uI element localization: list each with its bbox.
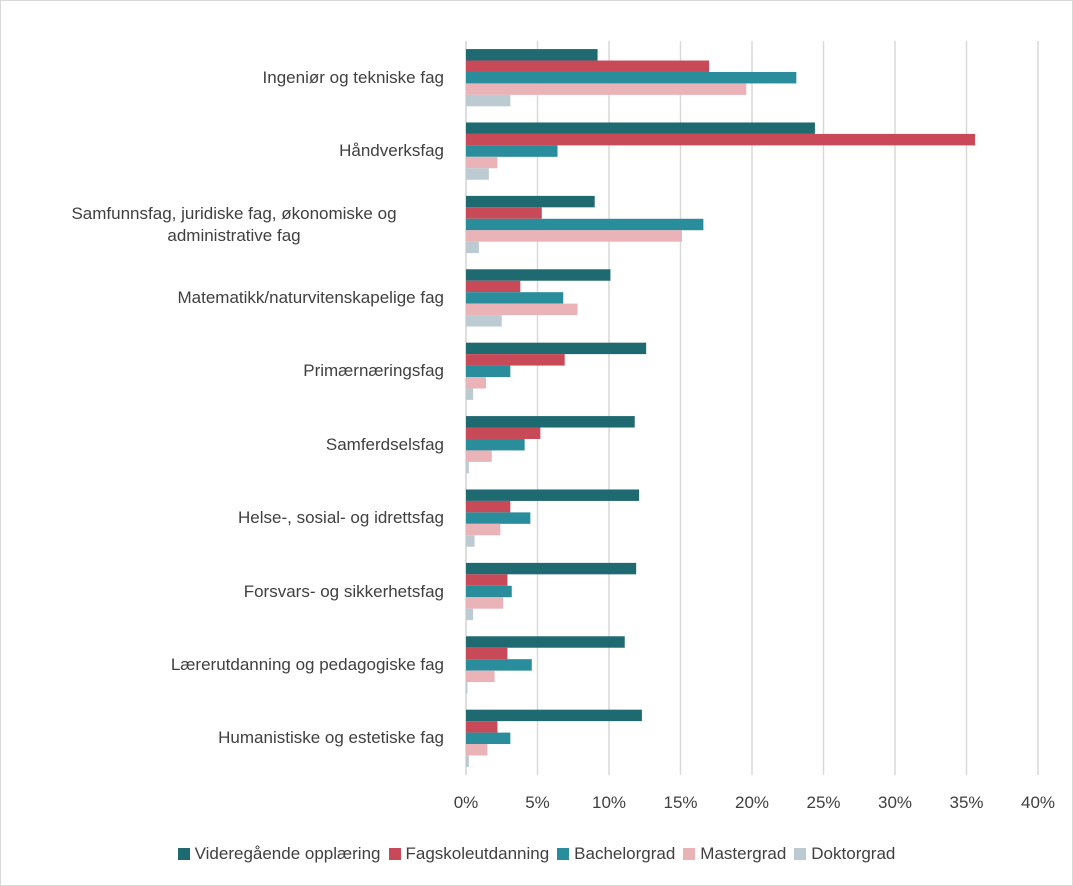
x-tick-label: 5% xyxy=(525,793,550,812)
legend-item: Doktorgrad xyxy=(794,844,895,864)
category-label-box: Ingeniør og tekniske fag xyxy=(24,67,444,89)
category-label: Matematikk/naturvitenskapelige fag xyxy=(177,287,444,307)
bar xyxy=(466,49,598,61)
bar xyxy=(466,377,487,389)
bar xyxy=(466,83,747,95)
bar xyxy=(466,450,492,462)
bar xyxy=(466,71,797,84)
category-label: Primærnæringsfag xyxy=(303,361,444,381)
bar xyxy=(466,523,501,536)
legend-label: Videregående opplæring xyxy=(194,844,381,863)
category-label: Humanistiske og estetiske fag xyxy=(218,728,444,748)
x-tick-label: 10% xyxy=(591,793,627,812)
legend-label: Fagskoleutdanning xyxy=(405,844,550,863)
x-tick-label: 35% xyxy=(949,793,984,812)
bar xyxy=(466,636,625,648)
bar xyxy=(466,280,521,293)
category-label-box: Håndverksfag xyxy=(24,140,444,162)
bar xyxy=(466,755,469,767)
bar xyxy=(466,230,682,242)
legend-item: Bachelorgrad xyxy=(557,844,675,864)
bar xyxy=(466,585,512,598)
bar xyxy=(466,156,498,169)
category-label: Forsvars- og sikkerhetsfag xyxy=(243,581,444,601)
bar xyxy=(466,489,640,501)
legend-label: Bachelorgrad xyxy=(574,844,676,863)
bar xyxy=(466,461,469,474)
category-label-box: Samferdselsfag xyxy=(24,434,444,456)
bar xyxy=(466,292,564,304)
x-tick-label: 25% xyxy=(806,793,841,812)
bar xyxy=(466,241,479,254)
bar xyxy=(466,438,525,451)
bar xyxy=(466,721,498,733)
x-tick-label: 20% xyxy=(734,793,770,812)
bar xyxy=(466,94,511,107)
category-label: Helse-, sosial- og idrettsfag xyxy=(238,508,444,528)
bar xyxy=(466,365,511,378)
bar xyxy=(466,682,468,694)
bar xyxy=(466,218,704,231)
bar xyxy=(466,562,637,575)
legend-label: Doktorgrad xyxy=(811,844,896,863)
bar xyxy=(466,500,511,513)
bar xyxy=(466,427,541,439)
bar xyxy=(466,315,502,327)
legend-swatch xyxy=(388,848,401,860)
category-label-box: Helse-, sosial- og idrettsfag xyxy=(24,507,444,529)
category-label: Håndverksfag xyxy=(339,141,444,161)
bar xyxy=(466,659,532,671)
x-tick-label: 30% xyxy=(877,793,913,812)
bar xyxy=(466,647,508,660)
bar xyxy=(466,709,642,722)
category-label: Samfunnsfag, juridiske fag, økonomiske o… xyxy=(71,203,397,245)
bar xyxy=(466,744,488,756)
legend-swatch xyxy=(557,848,570,860)
category-label: Samferdselsfag xyxy=(325,434,444,454)
bar xyxy=(466,574,508,586)
bar xyxy=(466,597,504,609)
bar xyxy=(466,670,495,683)
category-label: Ingeniør og tekniske fag xyxy=(262,67,444,87)
category-label: Lærerutdanning og pedagogiske fag xyxy=(170,654,444,674)
bar xyxy=(466,122,815,134)
bar xyxy=(466,133,976,146)
category-label-box: Matematikk/naturvitenskapelige fag xyxy=(24,287,444,309)
bar xyxy=(466,60,710,72)
legend-swatch xyxy=(794,848,807,860)
bar xyxy=(466,269,611,281)
category-label-box: Forsvars- og sikkerhetsfag xyxy=(24,581,444,603)
bar xyxy=(466,303,578,316)
bar xyxy=(466,342,647,355)
bar xyxy=(466,354,565,366)
bar xyxy=(466,207,542,219)
legend-item: Mastergrad xyxy=(683,844,786,864)
legend-item: Fagskoleutdanning xyxy=(388,844,550,864)
category-label-box: Samfunnsfag, juridiske fag, økonomiske o… xyxy=(24,203,444,247)
bar xyxy=(466,535,475,547)
legend-label: Mastergrad xyxy=(700,844,787,863)
bar xyxy=(466,145,558,157)
x-tick-label: 0% xyxy=(453,793,479,812)
bar xyxy=(466,195,595,208)
legend: Videregående opplæring Fagskoleutdanning B… xyxy=(1,844,1072,864)
bar xyxy=(466,512,531,524)
category-label-box: Lærerutdanning og pedagogiske fag xyxy=(24,654,444,676)
bar xyxy=(466,416,635,428)
category-label-box: Humanistiske og estetiske fag xyxy=(24,727,444,749)
bar xyxy=(466,388,474,400)
x-tick-label: 40% xyxy=(1020,793,1056,812)
legend-swatch xyxy=(177,848,190,860)
x-tick-label: 15% xyxy=(663,793,698,812)
legend-item: Videregående opplæring xyxy=(177,844,381,864)
legend-swatch xyxy=(683,848,696,860)
category-label-box: Primærnæringsfag xyxy=(24,360,444,382)
bar xyxy=(466,168,489,180)
bar xyxy=(466,732,511,745)
bar xyxy=(466,608,474,621)
